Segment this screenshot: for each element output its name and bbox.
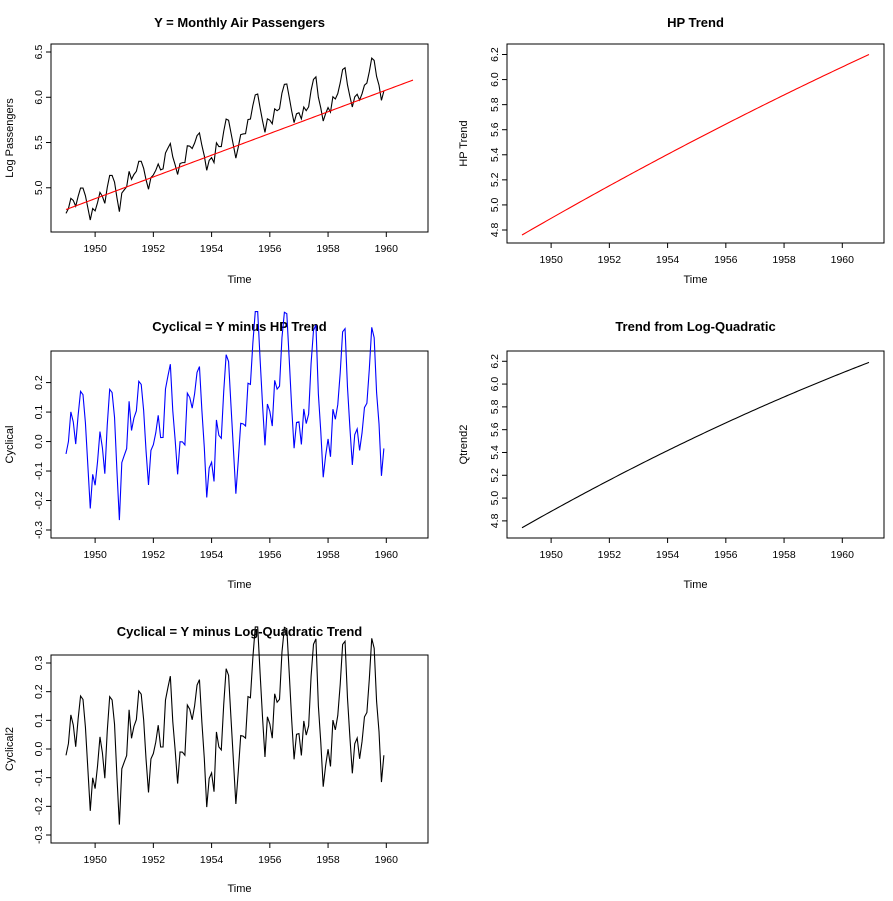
chart-panel-2: HP Trend 1950 1952 1954 1956 1958 1960 4.8 5.0 5.…	[458, 15, 885, 286]
chart-title: HP Trend	[667, 15, 724, 30]
series-line-qtrend2	[521, 361, 870, 529]
y-tick-label: 6.0	[33, 90, 45, 105]
y-axis-label: Log Passengers	[4, 98, 16, 178]
x-tick-label: 1952	[142, 854, 166, 866]
y-tick-label: 5.8	[489, 97, 501, 112]
chart-title: Cyclical = Y minus HP Trend	[152, 319, 327, 334]
y-tick-label: -0.1	[33, 768, 45, 786]
y-tick-label: 0.2	[33, 684, 45, 699]
x-tick-label: 1958	[316, 243, 340, 255]
x-tick-label: 1960	[375, 243, 399, 255]
x-tick-label: 1954	[656, 549, 680, 561]
x-axis-label: Time	[227, 274, 251, 286]
y-tick-label: -0.3	[33, 826, 45, 844]
plot-frame	[50, 350, 429, 539]
x-tick-label: 1954	[200, 854, 224, 866]
x-axis-label: Time	[683, 274, 707, 286]
y-tick-label: 5.2	[489, 172, 501, 187]
x-tick-label: 1950	[83, 854, 107, 866]
y-tick-label: 5.0	[33, 180, 45, 195]
x-tick-label: 1950	[83, 243, 107, 255]
y-tick-label: 5.4	[489, 445, 501, 460]
y-tick-label: 5.6	[489, 122, 501, 137]
y-tick-label: 6.5	[33, 45, 45, 60]
y-axis-label: HP Trend	[458, 120, 470, 166]
y-tick-label: -0.2	[33, 797, 45, 815]
x-tick-label: 1960	[831, 549, 855, 561]
x-axis-label: Time	[227, 883, 251, 895]
y-tick-label: 0.1	[33, 713, 45, 728]
chart-panel-5: Cyclical = Y minus Log-Quadratic Trend 19…	[4, 624, 429, 895]
chart-title: Y = Monthly Air Passengers	[154, 15, 325, 30]
plot-frame	[506, 43, 885, 244]
x-tick-label: 1956	[258, 854, 282, 866]
x-tick-label: 1958	[772, 254, 796, 266]
y-tick-label: -0.3	[33, 521, 45, 539]
y-axis-label: Cyclical2	[4, 727, 16, 771]
x-tick-label: 1952	[598, 254, 622, 266]
series-line-cyclical2	[65, 626, 385, 825]
series-line-cyclical	[65, 311, 385, 521]
x-tick-label: 1954	[200, 549, 224, 561]
series-line-log-passengers	[65, 56, 385, 221]
series-line-hp-trend	[65, 79, 414, 211]
y-tick-label: 5.0	[489, 491, 501, 506]
y-tick-label: 6.0	[489, 377, 501, 392]
x-tick-label: 1956	[258, 243, 282, 255]
x-tick-label: 1956	[258, 549, 282, 561]
y-tick-label: 0.0	[33, 434, 45, 449]
chart-panel-3: Cyclical = Y minus HP Trend 1950 1952 1954 1…	[4, 311, 429, 591]
x-axis-label: Time	[683, 579, 707, 591]
chart-title: Cyclical = Y minus Log-Quadratic Trend	[117, 624, 363, 639]
y-tick-label: 0.2	[33, 375, 45, 390]
y-tick-label: 5.8	[489, 399, 501, 414]
y-tick-label: -0.2	[33, 491, 45, 509]
x-tick-label: 1960	[375, 854, 399, 866]
y-tick-label: 4.8	[489, 513, 501, 528]
y-axis-label: Cyclical	[4, 426, 16, 464]
y-tick-label: 0.3	[33, 656, 45, 671]
x-axis-label: Time	[227, 579, 251, 591]
y-axis-label: Qtrend2	[458, 425, 470, 465]
y-tick-label: 5.0	[489, 197, 501, 212]
x-tick-label: 1958	[316, 854, 340, 866]
series-line-hp-trend	[521, 54, 870, 236]
plot-frame	[50, 43, 429, 233]
y-tick-label: -0.1	[33, 462, 45, 480]
y-tick-label: 4.8	[489, 223, 501, 238]
x-tick-label: 1956	[714, 549, 738, 561]
y-tick-label: 0.0	[33, 742, 45, 757]
y-tick-label: 6.2	[489, 47, 501, 62]
chart-panel-1: Y = Monthly Air Passengers 1950 1952 1954 19…	[4, 15, 429, 286]
x-tick-label: 1960	[375, 549, 399, 561]
y-tick-label: 5.2	[489, 468, 501, 483]
x-tick-label: 1956	[714, 254, 738, 266]
x-tick-label: 1952	[598, 549, 622, 561]
x-tick-label: 1950	[539, 254, 563, 266]
y-tick-label: 5.5	[33, 135, 45, 150]
y-tick-label: 5.4	[489, 147, 501, 162]
x-tick-label: 1958	[772, 549, 796, 561]
y-tick-label: 6.2	[489, 354, 501, 369]
chart-panel-4: Trend from Log-Quadratic 1950 1952 1954 1956…	[458, 319, 885, 591]
x-tick-label: 1954	[656, 254, 680, 266]
y-tick-label: 6.0	[489, 72, 501, 87]
x-tick-label: 1960	[831, 254, 855, 266]
x-tick-label: 1958	[316, 549, 340, 561]
chart-title: Trend from Log-Quadratic	[615, 319, 775, 334]
y-tick-label: 0.1	[33, 405, 45, 420]
y-tick-label: 5.6	[489, 422, 501, 437]
x-tick-label: 1952	[142, 549, 166, 561]
x-tick-label: 1950	[83, 549, 107, 561]
x-tick-label: 1954	[200, 243, 224, 255]
plot-frame	[506, 350, 885, 539]
x-tick-label: 1952	[142, 243, 166, 255]
x-tick-label: 1950	[539, 549, 563, 561]
